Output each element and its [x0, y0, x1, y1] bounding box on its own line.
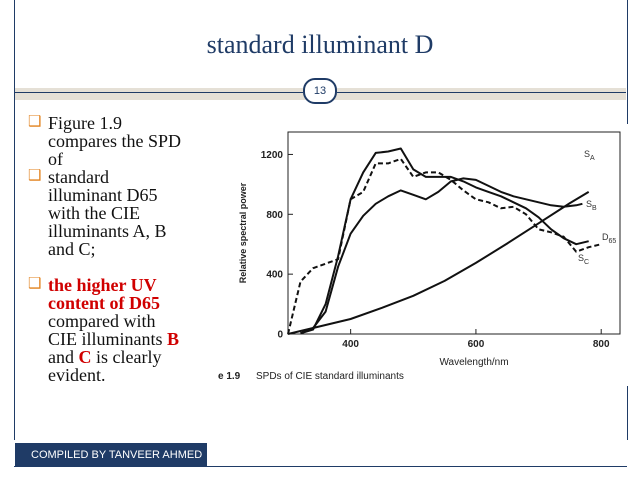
bullet-text: CIE illuminants: [48, 329, 167, 349]
figure-caption-number: e 1.9: [218, 371, 241, 382]
bottom-rule: [14, 466, 627, 467]
bullet-icon: ❑: [28, 276, 42, 292]
bullet-line: evident.: [48, 365, 106, 385]
series-line-s-a: [287, 191, 590, 335]
bullet-icon: ❑: [28, 114, 42, 130]
figure-background: [216, 124, 632, 386]
title-divider-left: [15, 92, 303, 93]
slide-title: standard illuminant D: [206, 30, 434, 59]
series-label-sc: SC: [578, 253, 589, 266]
bullet-line: compared with: [48, 311, 156, 331]
series-label-sa: SA: [584, 149, 595, 162]
bullet-item-2: ❑ standard illuminant D65 with the CIE i…: [16, 168, 226, 258]
x-tick-label: 400: [342, 339, 359, 350]
bullet-line: CIE illuminants B: [48, 330, 226, 348]
bullet-line-highlight: content of D65: [48, 293, 160, 313]
axes-box: [287, 131, 621, 335]
bullet-list: ❑ Figure 1.9 compares the SPD of ❑ stand…: [16, 114, 226, 384]
y-tick-label: 800: [266, 210, 283, 221]
bullet-icon: ❑: [28, 168, 42, 184]
figure-caption-text: SPDs of CIE standard illuminants: [256, 371, 404, 382]
y-axis-label: Relative spectral power: [238, 182, 248, 283]
illuminant-b-highlight: B: [167, 329, 180, 349]
bullet-line: and C is clearly: [48, 348, 226, 366]
bullet-line: with the CIE: [48, 203, 140, 223]
axis-ticks: 0 400 800 1200 400 600 800: [261, 150, 610, 350]
bullet-line: compares the SPD: [48, 131, 181, 151]
bullet-line: standard: [48, 167, 109, 187]
spd-chart-figure: 0 400 800 1200 400 600 800 SA SB SC D65 Relative …: [216, 124, 632, 386]
bullet-line: illuminants A, B: [48, 221, 167, 241]
bullet-item-3: ❑ the higher UV content of D65 compared …: [16, 276, 226, 384]
series-label-d65: D65: [602, 232, 616, 245]
bullet-line: illuminant D65: [48, 185, 158, 205]
series-line-d-65: [287, 157, 602, 335]
bullet-line-highlight: the higher UV: [48, 275, 157, 295]
y-tick-label: 0: [277, 330, 283, 341]
bullet-line: of: [48, 149, 63, 169]
title-divider-right: [337, 92, 626, 93]
x-tick-label: 800: [593, 339, 610, 350]
footer-credit: COMPILED BY TANVEER AHMED: [15, 443, 207, 467]
y-tick-label: 1200: [261, 150, 284, 161]
bullet-text: and: [48, 347, 79, 367]
series-group: [287, 147, 602, 335]
series-labels: SA SB SC D65: [578, 149, 616, 266]
bullet-item-1: ❑ Figure 1.9 compares the SPD of: [16, 114, 226, 168]
y-tick-label: 400: [266, 270, 283, 281]
illuminant-c-highlight: C: [78, 347, 92, 367]
series-label-sb: SB: [586, 199, 597, 212]
bullet-line: Figure 1.9: [48, 113, 122, 133]
x-axis-label: Wavelength/nm: [439, 357, 508, 368]
bullet-text: is clearly: [91, 347, 162, 367]
series-line-s-c: [300, 147, 589, 335]
slide-number: 13: [303, 78, 337, 104]
x-tick-label: 600: [468, 339, 485, 350]
series-line-s-b: [300, 177, 583, 335]
plot-area: [287, 131, 621, 335]
bullet-line: and C;: [48, 239, 96, 259]
